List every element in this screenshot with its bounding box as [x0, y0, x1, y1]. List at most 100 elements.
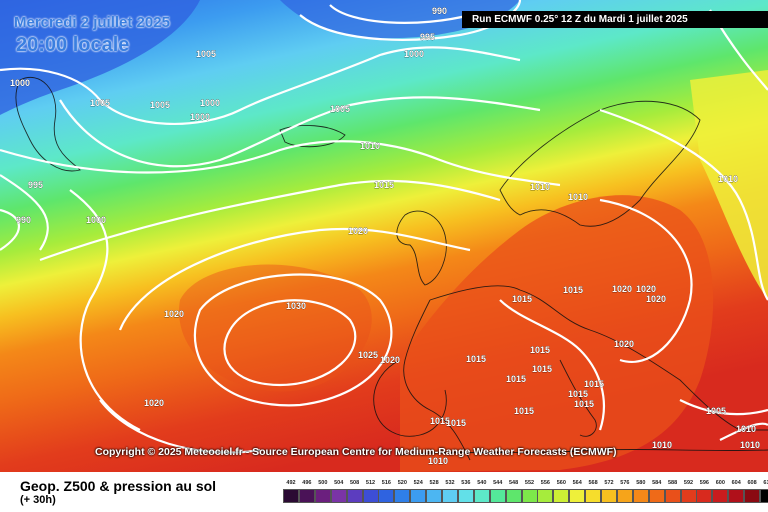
forecast-date: Mercredi 2 juillet 2025	[14, 14, 170, 31]
coast-europe	[403, 285, 768, 461]
legend-value: 608	[747, 480, 757, 486]
isobar-label: 1020	[380, 355, 400, 365]
legend-swatch	[283, 489, 299, 503]
legend-swatch	[601, 489, 617, 503]
isobar-label: 1010	[736, 424, 756, 434]
legend-swatch	[696, 489, 713, 503]
legend-value: 516	[381, 480, 391, 486]
legend-value: 596	[699, 480, 709, 486]
isobar-label: 1030	[286, 301, 306, 311]
legend-swatch	[760, 489, 768, 503]
coastlines	[15, 76, 768, 461]
isobar-1010	[0, 140, 561, 187]
isobar-1020	[118, 227, 471, 331]
legend-value: 508	[350, 480, 360, 486]
forecast-time: 20:00 locale	[16, 34, 130, 56]
isobar-label: 1005	[196, 49, 216, 59]
isobar-1020-e	[599, 198, 693, 363]
isobar-label: 1015	[466, 354, 486, 364]
isobar-label: 1010	[718, 174, 738, 184]
isobar-labels: 990 995 1000 1000 1005 1005 1005 1000 10…	[10, 6, 760, 466]
legend-value: 500	[318, 480, 328, 486]
isobar-label: 1015	[514, 406, 534, 416]
isobar-label: 1020	[348, 226, 368, 236]
legend-swatch	[410, 489, 427, 503]
isobar-label: 1015	[374, 180, 394, 190]
isobar-label: 1015	[506, 374, 526, 384]
isobar-label: 1010	[740, 440, 760, 450]
legend-value: 576	[620, 480, 630, 486]
legend-value: 544	[493, 480, 503, 486]
isobar-1030	[223, 299, 357, 387]
isobar-1010-ne	[599, 108, 768, 301]
isobar-990-w	[0, 208, 21, 251]
coast-british-isles	[396, 210, 447, 286]
isobar-label: 1020	[612, 284, 632, 294]
isobar-label: 1010	[568, 192, 588, 202]
low-region-n	[280, 0, 520, 39]
legend-value: 548	[509, 480, 519, 486]
isobar-label: 995	[420, 32, 435, 42]
legend-value: 524	[413, 480, 423, 486]
legend-value: 592	[683, 480, 694, 486]
legend-value: 612	[763, 480, 768, 486]
isobar-label: 1015	[446, 418, 466, 428]
legend-swatch	[616, 489, 633, 503]
isobar-label: 1000	[404, 49, 424, 59]
isobar-995-w	[0, 174, 49, 251]
legend-value: 584	[652, 480, 662, 486]
legend-swatch	[457, 489, 474, 503]
isobar-label: 1015	[584, 379, 604, 389]
legend-swatch	[664, 489, 681, 503]
legend-swatch	[505, 489, 522, 503]
legend-swatch	[362, 489, 379, 503]
legend-value: 580	[636, 480, 646, 486]
isobar-label: 1000	[86, 215, 106, 225]
isobar-990-n	[329, 4, 471, 24]
coast-italy	[559, 359, 597, 437]
legend-swatch	[648, 489, 665, 503]
legend-swatch	[298, 489, 315, 503]
copyright-notice: Copyright © 2025 Meteociel.fr - Source E…	[95, 446, 617, 458]
coast-africa	[399, 448, 768, 456]
legend-swatch	[330, 489, 347, 503]
legend-swatch	[489, 489, 506, 503]
coast-greenland	[15, 76, 81, 172]
isobar-lines	[0, 0, 768, 453]
isobar-1020-s	[99, 399, 261, 454]
isobar-label: 1015	[430, 416, 450, 426]
isobar-label: 1005	[330, 104, 350, 114]
legend-swatch	[314, 489, 331, 503]
isobar-label: 1015	[568, 389, 588, 399]
footer-bar: Geop. Z500 & pression au sol (+ 30h) 492…	[0, 472, 768, 512]
isobar-label: 1020	[144, 398, 164, 408]
isobar-label: 1025	[358, 350, 378, 360]
isobar-1015-c	[499, 299, 605, 431]
isobar-label: 990	[16, 215, 31, 225]
legend-value: 564	[572, 480, 582, 486]
legend-swatch	[521, 489, 538, 503]
legend-value: 520	[397, 480, 407, 486]
legend-swatch	[378, 489, 395, 503]
isobar-1025	[193, 273, 393, 407]
forecast-lead-time: (+ 30h)	[20, 494, 56, 506]
isobar-label: 1010	[360, 141, 380, 151]
isobar-label: 990	[432, 6, 447, 16]
legend-swatch	[537, 489, 554, 503]
isobar-label: 995	[28, 180, 43, 190]
isobar-label: 1005	[90, 98, 110, 108]
legend-swatch	[744, 489, 761, 503]
legend-value: 552	[524, 480, 535, 486]
legend-swatch	[728, 489, 745, 503]
isobar-label: 1000	[200, 98, 220, 108]
legend-value: 556	[540, 480, 550, 486]
isobar-label: 1015	[530, 345, 550, 355]
isobar-label: 1020	[636, 284, 656, 294]
low-region-nw	[0, 0, 200, 115]
chart-title: Geop. Z500 & pression au sol	[20, 478, 217, 494]
isobar-1015	[39, 179, 501, 262]
legend-swatch	[585, 489, 602, 503]
legend-value: 528	[429, 480, 439, 486]
legend-swatch	[553, 489, 570, 503]
